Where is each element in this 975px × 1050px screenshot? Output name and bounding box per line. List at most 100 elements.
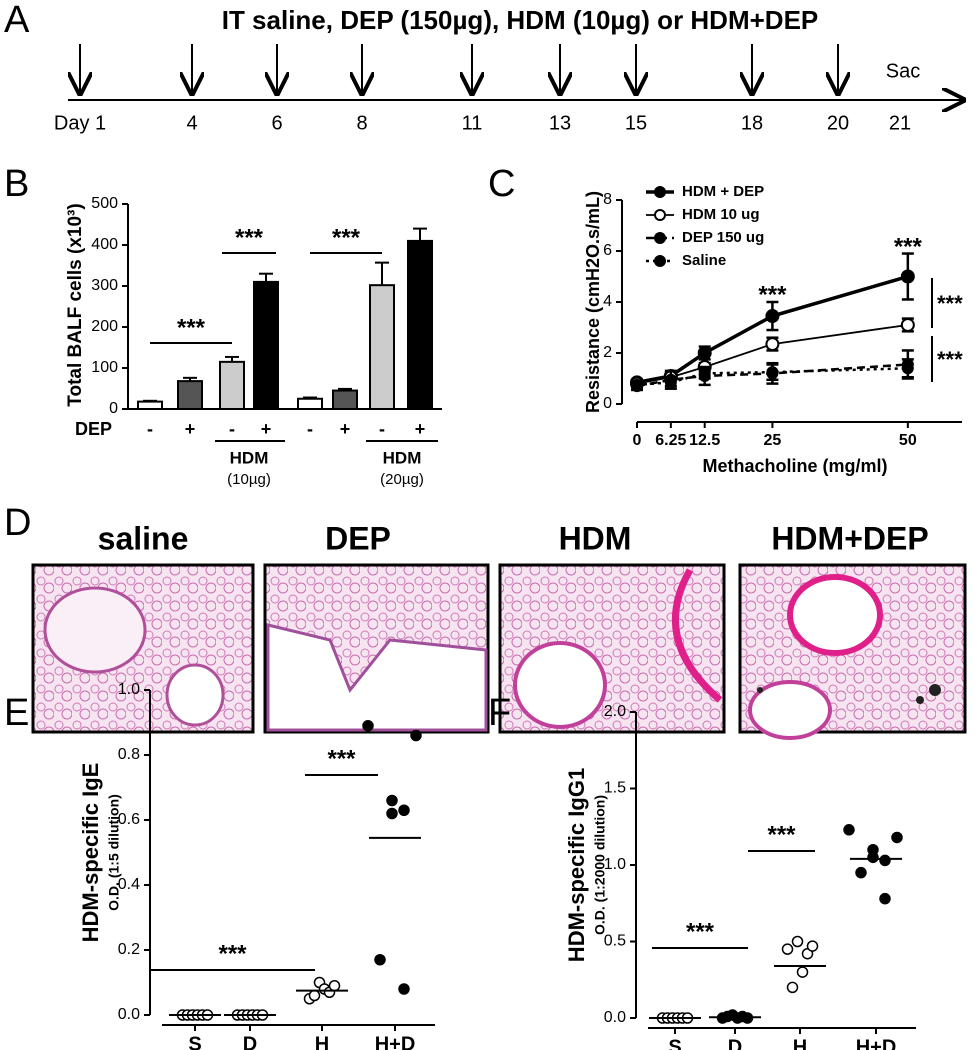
x-tick-label: + [261,419,272,439]
x-tick-label: D [243,1033,257,1050]
x-axis-label: Methacholine (mg/ml) [702,456,887,476]
day-label: 20 [827,112,849,134]
y-axis-sublabel: O.D. (1:5 dilution) [106,794,122,911]
point [410,729,422,742]
y-axis-label: HDM-specific IgE [78,763,103,943]
point [806,940,819,952]
significance-label: *** [937,347,963,372]
histology-images [31,563,967,740]
point [698,367,711,380]
legend-marker [654,186,666,198]
sac-label: Sac [886,60,920,82]
x-tick-label: - [147,419,153,439]
x-tick-label: - [379,419,385,439]
x-tick-label: H [793,1036,807,1050]
day-label: 18 [741,112,763,134]
y-tick-label: 4 [603,293,612,310]
point [386,794,398,807]
legend-marker [654,232,666,244]
y-tick-label: 0.5 [604,933,626,950]
group-label: HDM [383,448,422,467]
y-tick-label: 0 [109,400,118,417]
x-tick-label: S [188,1033,201,1050]
significance-label: *** [218,940,247,967]
timeline-title: IT saline, DEP (150µg), HDM (10µg) or HD… [222,5,819,35]
bar [369,284,395,410]
y-tick-label: 1.0 [604,856,626,873]
y-tick-label: 0 [603,395,612,412]
category-row-label: DEP [75,419,112,439]
y-tick-label: 0.4 [118,876,140,893]
point [765,309,780,324]
significance-label: *** [332,224,361,251]
y-tick-label: 0.0 [604,1009,626,1026]
y-tick-label: 0.6 [118,811,140,828]
legend-label: HDM + DEP [682,183,764,200]
point [328,980,341,992]
y-tick-label: 0.8 [118,746,140,763]
histology-label: HDM+DEP [771,520,928,556]
histology-label: HDM [559,520,632,556]
bar [137,400,163,410]
day-label: 21 [889,112,911,134]
x-tick-label: + [185,419,196,439]
day-label: Day 1 [54,112,106,134]
y-tick-label: 100 [91,359,118,376]
bar [407,239,433,410]
legend-marker [654,209,666,221]
x-tick-label: - [307,419,313,439]
bar [253,280,279,410]
point [308,989,321,1002]
histology-label: saline [98,520,189,556]
day-label: 11 [462,112,483,134]
point [901,362,914,375]
panel-label: C [488,163,515,205]
x-tick-label: H+D [375,1033,416,1050]
significance-label: *** [758,281,787,308]
point [791,935,804,948]
point [697,346,712,360]
legend-label: HDM 10 ug [682,206,760,223]
significance-label: *** [327,745,356,772]
y-axis-sublabel: O.D. (1:2000 dilution) [592,795,608,935]
y-tick-label: 2 [603,344,612,361]
point [786,981,799,994]
x-tick-label: S [668,1036,681,1050]
y-tick-label: 6 [603,242,612,259]
x-tick-label: + [415,419,426,439]
point [879,892,891,905]
point [900,317,915,332]
point [900,269,915,284]
x-tick-label: 12.5 [689,432,720,449]
significance-label: *** [937,291,963,316]
x-tick-label: H [315,1033,329,1050]
y-tick-label: 200 [91,318,118,335]
day-label: 15 [625,112,647,134]
x-tick-label: - [229,419,235,439]
panel-label: B [4,163,29,205]
point [843,824,855,836]
y-axis-label: HDM-specific IgG1 [564,768,589,962]
point [386,807,398,820]
panel-label: A [4,0,30,41]
y-tick-label: 0.0 [118,1006,140,1023]
legend-marker [654,255,666,267]
y-tick-label: 1.0 [118,681,140,698]
y-tick-label: 400 [91,236,118,253]
point [631,378,643,391]
day-label: 6 [271,112,282,134]
point [855,866,867,879]
series-line [636,367,908,387]
point [398,804,410,816]
bar [177,380,203,410]
legend-label: DEP 150 ug [682,229,764,246]
group-sublabel: (20µg) [380,471,424,488]
x-tick-label: + [340,419,351,439]
group-sublabel: (10µg) [227,471,271,488]
significance-label: *** [235,224,264,251]
day-label: 4 [186,112,197,134]
panel-label: D [4,502,31,544]
y-axis-label: Total BALF cells (x10³) [65,203,86,406]
y-tick-label: 8 [603,191,612,208]
